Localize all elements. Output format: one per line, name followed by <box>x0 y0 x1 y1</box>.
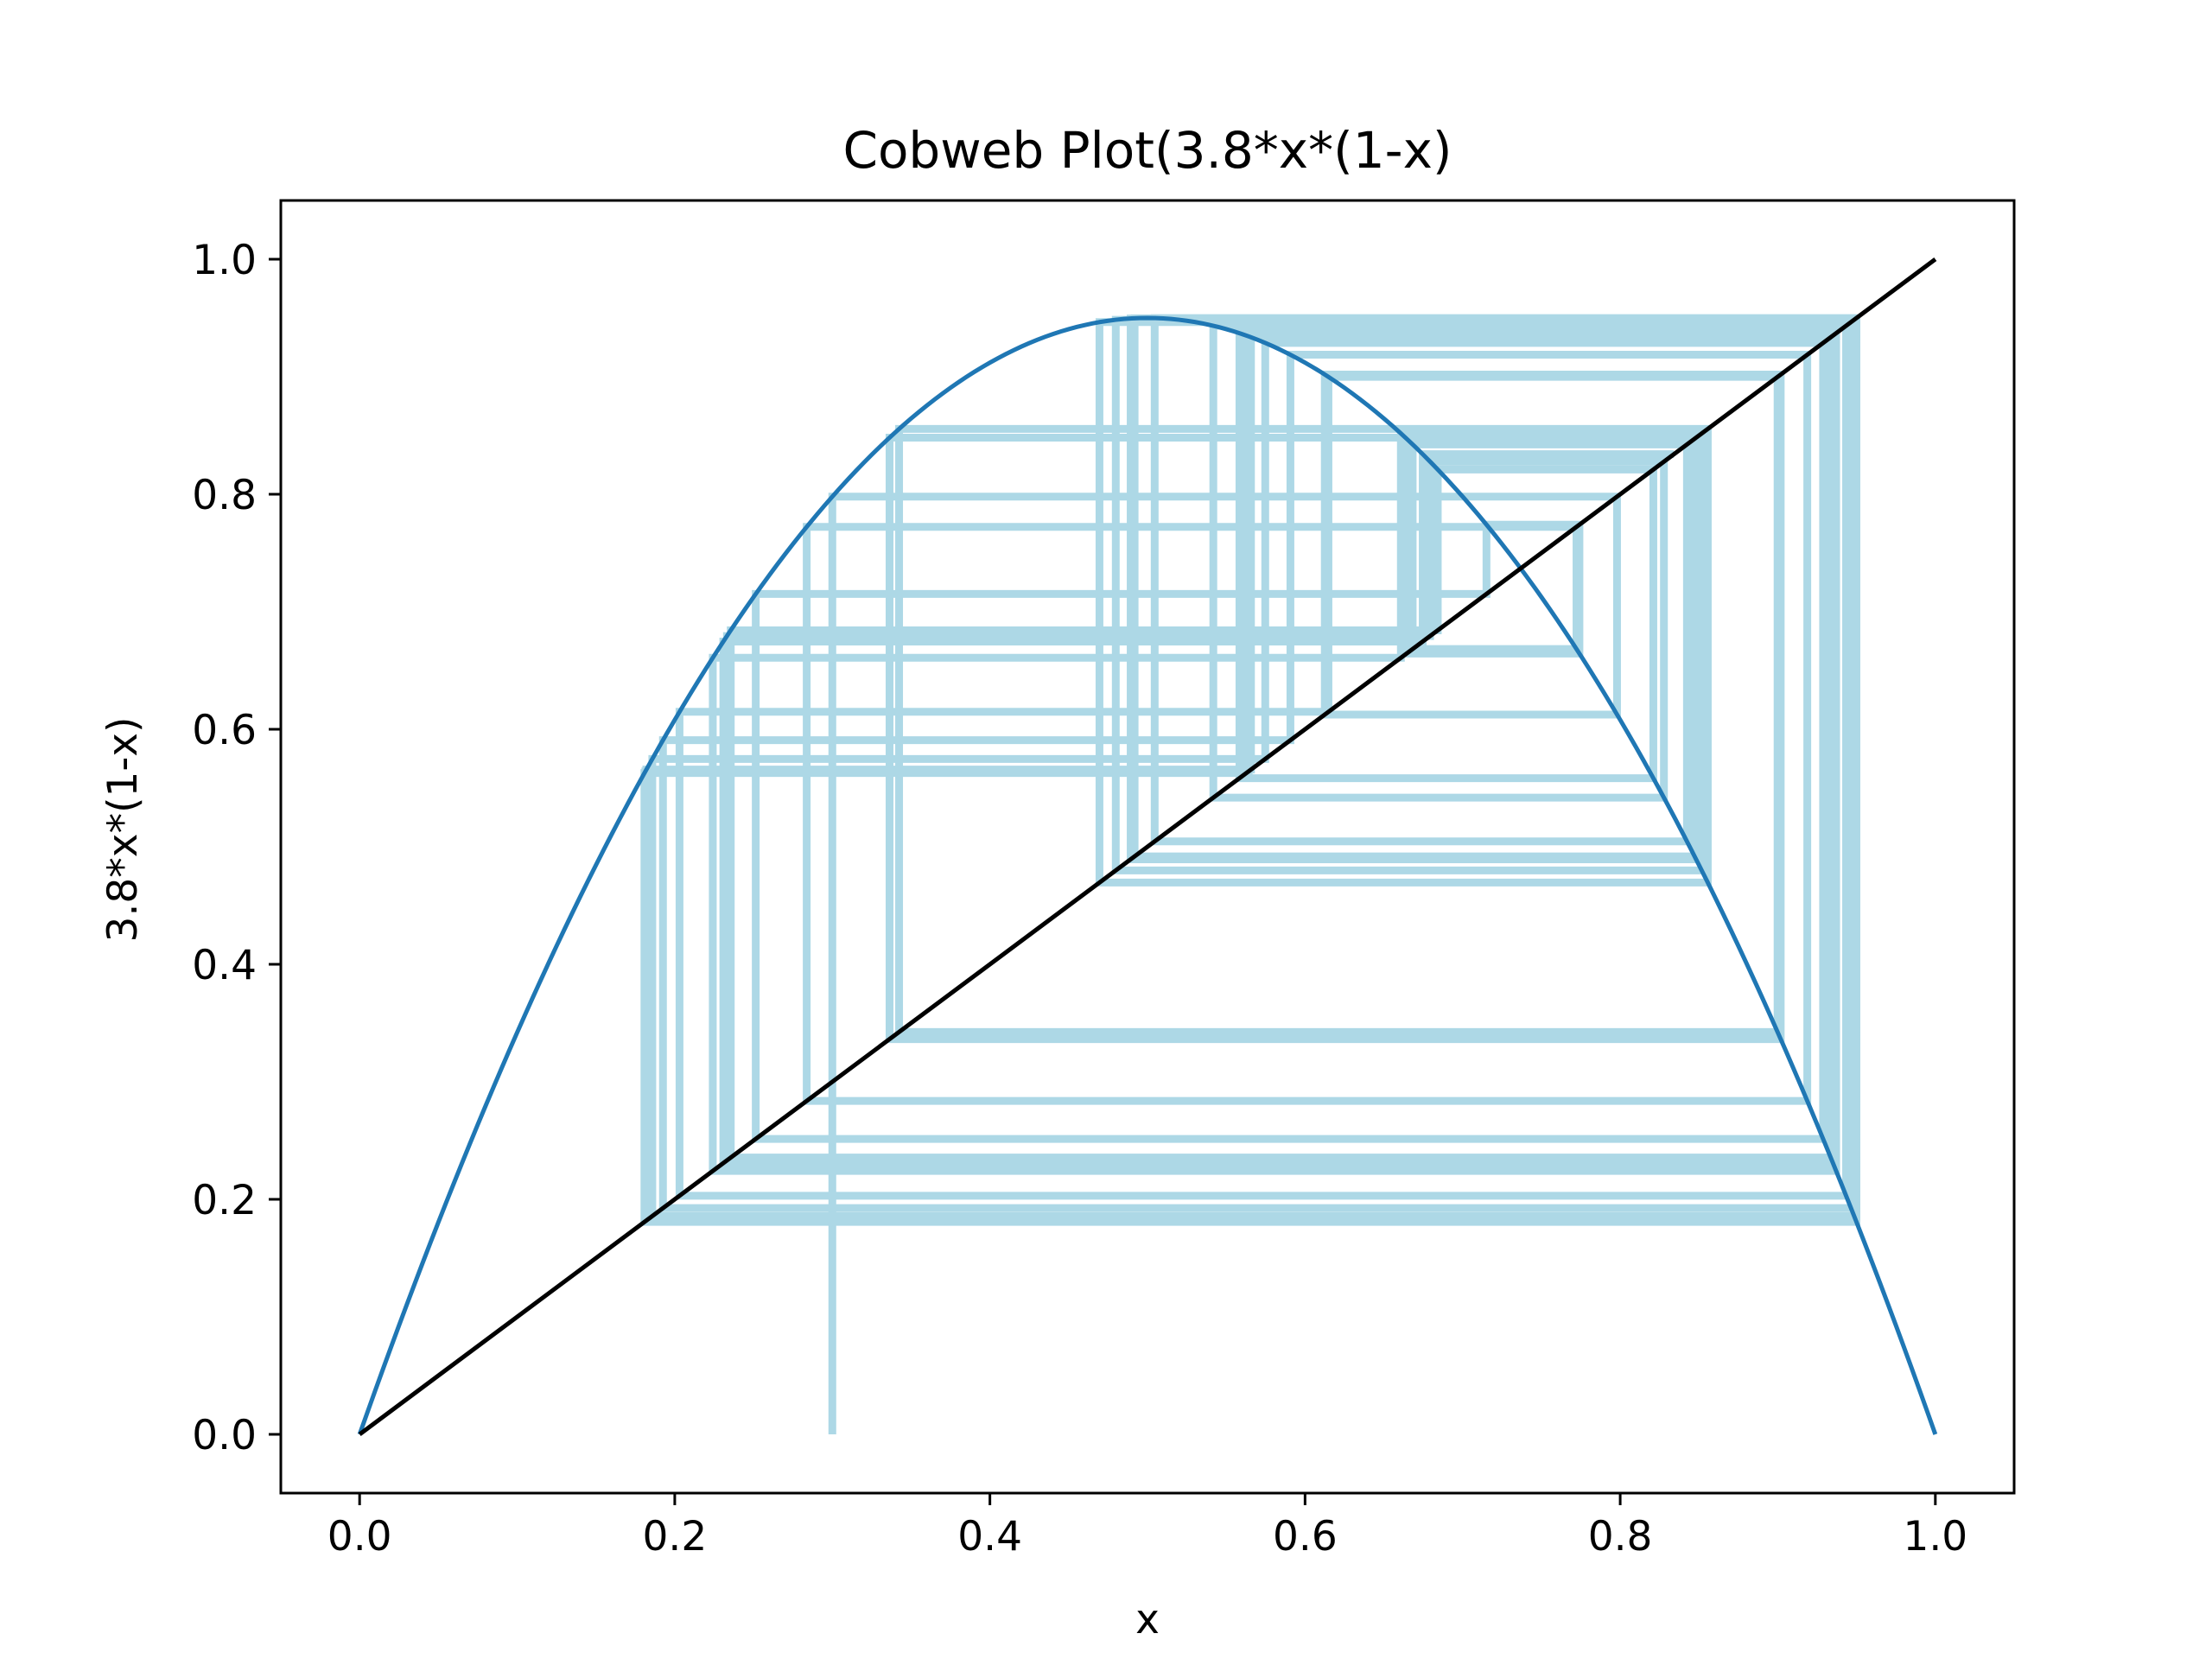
function-curve <box>357 315 1938 1435</box>
x-tick-label: 1.0 <box>1903 1513 1967 1560</box>
identity-line <box>358 257 1937 1437</box>
y-tick-label: 0.6 <box>192 707 257 754</box>
x-tick-label: 0.6 <box>1273 1513 1338 1560</box>
plot-area: 0.0 0.2 0.4 0.6 0.8 1.0 0.0 0.2 0.4 0.6 0.8 1.0 <box>192 199 2016 1560</box>
y-tick-label: 0.2 <box>192 1177 257 1224</box>
x-tick-label: 0.2 <box>643 1513 708 1560</box>
x-tick-label: 0.8 <box>1588 1513 1653 1560</box>
y-tick-label: 0.8 <box>192 472 257 519</box>
x-tick-label: 0.0 <box>327 1513 392 1560</box>
x-axis-label: x <box>1135 1596 1160 1643</box>
y-axis-label: 3.8*x*(1-x) <box>99 717 147 943</box>
x-tick-label: 0.4 <box>957 1513 1022 1560</box>
y-tick-label: 0.0 <box>192 1412 257 1459</box>
plot-frame <box>279 199 2016 1495</box>
chart-title: Cobweb Plot(3.8*x*(1-x) <box>842 121 1452 180</box>
y-tick-label: 1.0 <box>192 237 257 284</box>
y-tick-label: 0.4 <box>192 942 257 989</box>
